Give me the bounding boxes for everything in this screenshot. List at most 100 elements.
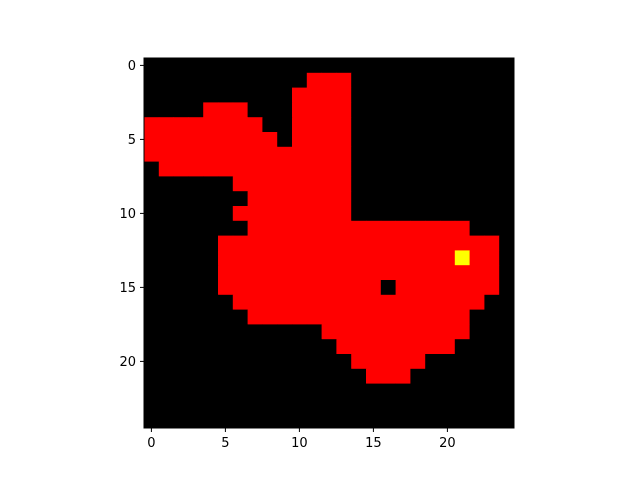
heatmap-cell <box>366 383 382 399</box>
heatmap-cell <box>440 398 456 414</box>
heatmap-cell <box>351 102 367 118</box>
heatmap-cell <box>395 87 411 103</box>
heatmap-cell <box>277 398 293 414</box>
heatmap-cell <box>351 250 367 266</box>
heatmap-cell <box>380 161 396 177</box>
heatmap-cell <box>232 220 248 236</box>
heatmap-cell <box>158 117 174 133</box>
heatmap-cell <box>306 265 322 281</box>
heatmap-cell <box>262 383 278 399</box>
heatmap-cell <box>499 309 515 325</box>
heatmap-cell <box>454 102 470 118</box>
heatmap-cell <box>292 280 308 296</box>
heatmap-cell <box>203 265 219 281</box>
x-tick-label: 20 <box>439 436 456 451</box>
heatmap-cell <box>351 117 367 133</box>
heatmap-cell <box>292 132 308 148</box>
heatmap-cell <box>454 309 470 325</box>
heatmap-cell <box>499 354 515 370</box>
heatmap-cell <box>454 280 470 296</box>
heatmap-cell <box>262 235 278 251</box>
heatmap-cell <box>425 294 441 310</box>
heatmap-cell <box>469 354 485 370</box>
heatmap-cell <box>440 339 456 355</box>
heatmap-cell <box>158 58 174 74</box>
heatmap-cell <box>321 383 337 399</box>
heatmap-cell <box>232 206 248 222</box>
heatmap-cell <box>321 354 337 370</box>
heatmap-cell <box>454 206 470 222</box>
heatmap-cell <box>321 235 337 251</box>
heatmap-cell <box>410 339 426 355</box>
heatmap-cell <box>321 146 337 162</box>
heatmap-cell <box>173 294 189 310</box>
heatmap-cell <box>306 280 322 296</box>
heatmap-cell <box>499 339 515 355</box>
heatmap-cell <box>484 146 500 162</box>
heatmap-cell <box>203 58 219 74</box>
heatmap-cell <box>336 324 352 340</box>
heatmap-cell <box>173 191 189 207</box>
heatmap-cell <box>203 324 219 340</box>
heatmap-cell <box>366 250 382 266</box>
heatmap-cell <box>351 354 367 370</box>
heatmap-cell <box>440 191 456 207</box>
heatmap-cell <box>173 117 189 133</box>
heatmap-cell <box>410 398 426 414</box>
heatmap-cell <box>469 161 485 177</box>
heatmap-cell <box>173 220 189 236</box>
heatmap-cell <box>469 132 485 148</box>
heatmap-cell <box>321 191 337 207</box>
heatmap-cell <box>469 339 485 355</box>
heatmap-cell <box>336 72 352 88</box>
heatmap-cell <box>173 235 189 251</box>
heatmap-cell <box>262 132 278 148</box>
heatmap-cell <box>469 146 485 162</box>
heatmap-cell <box>232 383 248 399</box>
heatmap-cell <box>410 294 426 310</box>
heatmap-cell <box>440 87 456 103</box>
heatmap-cell <box>232 354 248 370</box>
heatmap-cell <box>351 265 367 281</box>
heatmap-cell <box>454 117 470 133</box>
heatmap-cell <box>469 265 485 281</box>
heatmap-cell <box>440 280 456 296</box>
heatmap-cell <box>232 161 248 177</box>
heatmap-cell <box>336 339 352 355</box>
heatmap-cell <box>321 250 337 266</box>
heatmap-cell <box>366 191 382 207</box>
heatmap-cell <box>277 191 293 207</box>
heatmap-cell <box>321 324 337 340</box>
heatmap-cell <box>144 176 160 192</box>
heatmap-cell <box>380 250 396 266</box>
heatmap-cell <box>173 398 189 414</box>
heatmap-cell <box>247 280 263 296</box>
heatmap-cell <box>395 146 411 162</box>
heatmap-cell <box>277 354 293 370</box>
heatmap-cell <box>203 294 219 310</box>
heatmap-cell <box>203 309 219 325</box>
heatmap-cell <box>321 87 337 103</box>
heatmap-cell <box>262 161 278 177</box>
heatmap-cell <box>484 220 500 236</box>
heatmap-cell <box>158 146 174 162</box>
heatmap-cell <box>247 235 263 251</box>
heatmap-cell <box>247 383 263 399</box>
heatmap-cell <box>262 324 278 340</box>
y-tick-label: 5 <box>128 133 136 148</box>
heatmap-cell <box>203 102 219 118</box>
heatmap-cell <box>351 87 367 103</box>
heatmap-cell <box>454 58 470 74</box>
heatmap-cell <box>425 250 441 266</box>
heatmap-cell <box>173 58 189 74</box>
heatmap-cell <box>262 206 278 222</box>
heatmap-cell <box>380 191 396 207</box>
heatmap-cell <box>366 102 382 118</box>
heatmap-cell <box>440 117 456 133</box>
heatmap-cell <box>380 339 396 355</box>
heatmap-cell <box>351 280 367 296</box>
heatmap-cell <box>306 87 322 103</box>
heatmap-cell <box>158 324 174 340</box>
heatmap-cell <box>366 161 382 177</box>
heatmap-cell <box>158 383 174 399</box>
